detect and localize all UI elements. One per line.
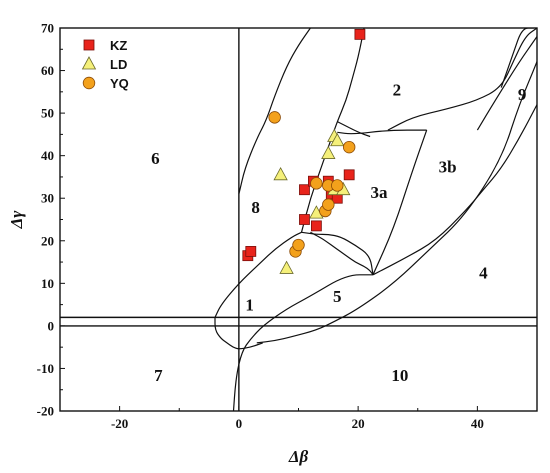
point-kz-2: [245, 246, 257, 257]
boundary-curve-4: [310, 231, 374, 276]
point-ld-4: [321, 145, 336, 159]
boundary-curve-13: [256, 59, 537, 344]
boundary-curve-9: [337, 121, 371, 138]
legend-label-ld: LD: [110, 57, 127, 72]
y-tick-label: 10: [41, 276, 54, 291]
boundary-curve-8: [387, 28, 537, 131]
point-ld-1: [273, 166, 288, 181]
axis-ticks: -20 0 20 40 -20 -10 0 10 20 30 40 50 60 70: [37, 21, 538, 431]
y-tick-label: 30: [41, 191, 54, 206]
region-label-8: 8: [251, 198, 260, 217]
point-ld-2: [279, 260, 294, 274]
x-tick-label: 0: [236, 416, 243, 431]
legend-marker-kz: [83, 39, 95, 51]
region-label-2: 2: [393, 81, 402, 100]
region-label-10: 10: [391, 366, 408, 385]
point-kz-11: [354, 28, 366, 40]
region-label-6: 6: [151, 149, 160, 168]
boundary-curve-10: [500, 28, 534, 88]
region-label-9: 9: [518, 85, 527, 104]
boundary-curve-1: [214, 231, 302, 318]
y-tick-label: 70: [41, 21, 54, 36]
y-tick-label: -20: [37, 404, 54, 419]
x-tick-label: 20: [352, 416, 365, 431]
x-tick-label: 40: [471, 416, 484, 431]
legend: KZ LD YQ: [81, 38, 129, 91]
y-tick-label: 20: [41, 233, 54, 248]
y-tick-label: 40: [41, 148, 54, 163]
point-yq-8: [331, 179, 344, 192]
point-kz-3: [299, 184, 310, 196]
region-label-3a: 3a: [370, 183, 388, 202]
y-tick-label: 0: [48, 318, 55, 333]
data-points: [242, 28, 366, 274]
x-axis-label: Δβ: [288, 447, 309, 466]
point-kz-10: [343, 169, 355, 181]
boundary-curve-5: [301, 231, 374, 275]
y-tick-label: -10: [37, 361, 54, 376]
point-yq-1: [268, 111, 281, 124]
region-boundaries: [214, 28, 537, 411]
point-yq-6: [322, 198, 335, 211]
point-ld-6: [330, 132, 345, 147]
boundary-curve-7: [337, 129, 427, 135]
x-tick-label: -20: [111, 416, 128, 431]
y-tick-label: 60: [41, 63, 54, 78]
region-labels: 1 2 3a 3b 4 5 6 7 8 9 10: [151, 81, 526, 385]
boundary-curve-14: [214, 317, 263, 350]
boundary-curve-15: [476, 35, 537, 131]
region-label-4: 4: [479, 264, 488, 283]
y-tick-label: 50: [41, 106, 54, 121]
region-label-1: 1: [245, 296, 254, 315]
region-label-7: 7: [154, 366, 163, 385]
boundary-curve-6: [372, 129, 428, 276]
plot-frame: [59, 27, 538, 412]
boundary-curve-11: [232, 274, 373, 411]
legend-label-kz: KZ: [110, 38, 127, 53]
point-yq-4: [310, 177, 323, 190]
legend-marker-ld: [81, 56, 97, 70]
boundary-curve-2: [238, 28, 311, 195]
y-axis-label: Δγ: [7, 210, 26, 230]
reference-lines: [60, 28, 537, 411]
legend-marker-yq: [82, 76, 96, 90]
point-kz-4: [299, 214, 310, 225]
point-yq-3: [292, 238, 305, 252]
point-kz-6: [310, 220, 322, 232]
region-label-3b: 3b: [439, 157, 457, 176]
legend-label-yq: YQ: [110, 76, 129, 91]
point-yq-9: [342, 140, 356, 154]
region-label-5: 5: [333, 287, 342, 306]
